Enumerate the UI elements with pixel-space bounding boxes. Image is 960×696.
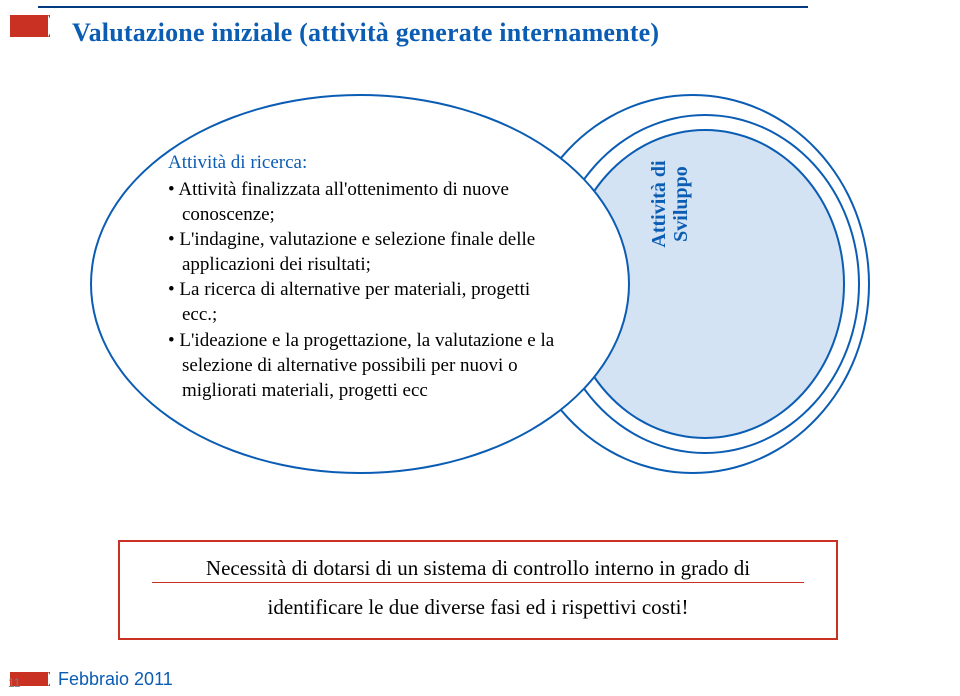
development-label-line1: Attività di xyxy=(648,160,670,247)
research-heading: Attività di ricerca: xyxy=(168,150,568,175)
slide-page: Valutazione iniziale (attività generate … xyxy=(0,0,960,696)
research-bullet: L'ideazione e la progettazione, la valut… xyxy=(168,328,568,403)
callout-line1: Necessità di dotarsi di un sistema di co… xyxy=(138,556,818,581)
callout-line2: identificare le due diverse fasi ed i ri… xyxy=(138,595,818,620)
callout-inner-rule xyxy=(152,582,804,583)
corner-marker-top xyxy=(10,15,50,37)
development-label: Attività di Sviluppo xyxy=(648,134,692,274)
slide-title: Valutazione iniziale (attività generate … xyxy=(72,18,659,48)
research-bullets: Attività finalizzata all'ottenimento di … xyxy=(168,177,568,403)
header-rule xyxy=(38,6,808,8)
research-bullet: La ricerca di alternative per materiali,… xyxy=(168,277,568,327)
research-bullet: L'indagine, valutazione e selezione fina… xyxy=(168,227,568,277)
development-label-line2: Sviluppo xyxy=(670,166,692,242)
research-bullet: Attività finalizzata all'ottenimento di … xyxy=(168,177,568,227)
research-text-block: Attività di ricerca: Attività finalizzat… xyxy=(168,150,568,403)
callout-box: Necessità di dotarsi di un sistema di co… xyxy=(118,540,838,640)
footer-date: Febbraio 2011 xyxy=(58,669,173,690)
venn-diagram: Attività di ricerca: Attività finalizzat… xyxy=(80,74,880,484)
page-number: 11 xyxy=(8,676,20,690)
